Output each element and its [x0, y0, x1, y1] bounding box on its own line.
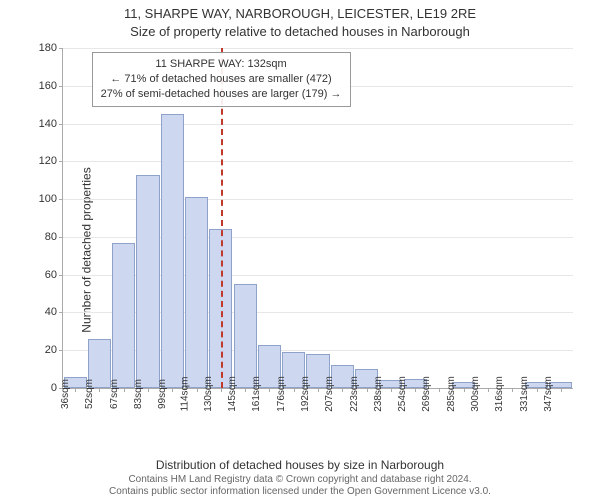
attribution-text: Contains HM Land Registry data © Crown c…	[0, 474, 600, 498]
xtick-label: 254sqm	[397, 376, 408, 412]
xtick-mark	[75, 388, 76, 392]
xtick-mark	[561, 388, 562, 392]
xtick-mark	[197, 388, 198, 392]
xtick-label: 145sqm	[227, 376, 238, 412]
xtick-mark	[415, 388, 416, 392]
xtick-label: 300sqm	[470, 376, 481, 412]
xtick-label: 192sqm	[300, 376, 311, 412]
xtick-label: 207sqm	[324, 376, 335, 412]
chart-title-line2: Size of property relative to detached ho…	[0, 24, 600, 39]
histogram-chart: 11, SHARPE WAY, NARBOROUGH, LEICESTER, L…	[0, 0, 600, 500]
ytick-mark	[59, 350, 63, 351]
gridline-h	[63, 161, 573, 162]
xtick-label: 238sqm	[373, 376, 384, 412]
xtick-mark	[148, 388, 149, 392]
chart-title-line1: 11, SHARPE WAY, NARBOROUGH, LEICESTER, L…	[0, 6, 600, 21]
xtick-label: 223sqm	[349, 376, 360, 412]
xtick-label: 161sqm	[252, 376, 263, 412]
ytick-label: 0	[51, 382, 57, 394]
xtick-label: 130sqm	[203, 376, 214, 412]
ytick-label: 120	[39, 155, 57, 167]
xtick-mark	[318, 388, 319, 392]
attribution-line2: Contains public sector information licen…	[0, 486, 600, 498]
ytick-mark	[59, 161, 63, 162]
xtick-mark	[537, 388, 538, 392]
xtick-label: 347sqm	[543, 376, 554, 412]
xtick-label: 269sqm	[422, 376, 433, 412]
ytick-label: 80	[45, 231, 57, 243]
ytick-label: 160	[39, 80, 57, 92]
attribution-line1: Contains HM Land Registry data © Crown c…	[0, 474, 600, 486]
xtick-mark	[172, 388, 173, 392]
gridline-h	[63, 48, 573, 49]
ytick-mark	[59, 124, 63, 125]
xtick-mark	[269, 388, 270, 392]
info-box-right: 27% of semi-detached houses are larger (…	[101, 87, 342, 102]
xtick-mark	[488, 388, 489, 392]
xtick-mark	[391, 388, 392, 392]
xtick-mark	[99, 388, 100, 392]
histogram-bar	[234, 284, 257, 388]
ytick-label: 100	[39, 193, 57, 205]
ytick-mark	[59, 275, 63, 276]
ytick-mark	[59, 48, 63, 49]
xtick-mark	[342, 388, 343, 392]
histogram-bar	[112, 243, 135, 388]
xtick-label: 176sqm	[276, 376, 287, 412]
ytick-mark	[59, 199, 63, 200]
ytick-label: 140	[39, 118, 57, 130]
xtick-mark	[245, 388, 246, 392]
xtick-label: 83sqm	[133, 379, 144, 409]
xtick-mark	[367, 388, 368, 392]
xtick-mark	[221, 388, 222, 392]
info-box-left: ← 71% of detached houses are smaller (47…	[101, 72, 342, 87]
xtick-mark	[464, 388, 465, 392]
xtick-label: 36sqm	[60, 379, 71, 409]
info-box-title: 11 SHARPE WAY: 132sqm	[101, 57, 342, 72]
xtick-label: 52sqm	[84, 379, 95, 409]
histogram-bar	[185, 197, 208, 388]
ytick-mark	[59, 237, 63, 238]
xtick-label: 285sqm	[446, 376, 457, 412]
ytick-label: 40	[45, 306, 57, 318]
info-box: 11 SHARPE WAY: 132sqm← 71% of detached h…	[92, 52, 351, 107]
xtick-mark	[512, 388, 513, 392]
xtick-mark	[294, 388, 295, 392]
xtick-label: 67sqm	[109, 379, 120, 409]
ytick-label: 20	[45, 344, 57, 356]
xtick-label: 99sqm	[157, 379, 168, 409]
xtick-mark	[124, 388, 125, 392]
gridline-h	[63, 124, 573, 125]
ytick-label: 180	[39, 42, 57, 54]
ytick-label: 60	[45, 269, 57, 281]
ytick-mark	[59, 312, 63, 313]
ytick-mark	[59, 86, 63, 87]
xtick-label: 331sqm	[519, 376, 530, 412]
histogram-bar	[136, 175, 159, 388]
xtick-label: 316sqm	[494, 376, 505, 412]
xtick-mark	[439, 388, 440, 392]
x-axis-label: Distribution of detached houses by size …	[0, 458, 600, 472]
histogram-bar	[161, 114, 184, 388]
xtick-label: 114sqm	[179, 377, 190, 412]
plot-area: 02040608010012014016018036sqm52sqm67sqm8…	[62, 48, 573, 389]
